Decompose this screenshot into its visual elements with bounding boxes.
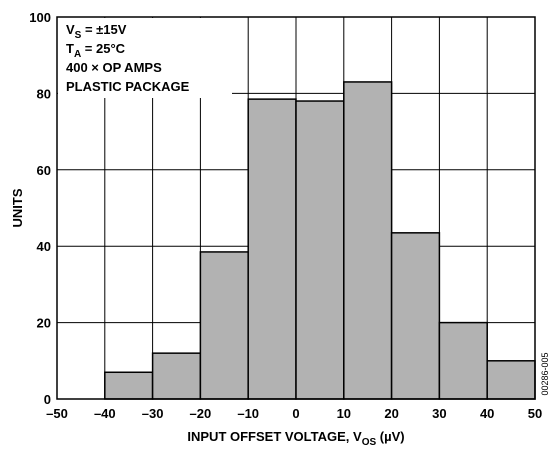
- x-tick-label: 30: [432, 406, 446, 421]
- histogram-bar: [199, 251, 249, 400]
- histogram-bar: [104, 371, 154, 400]
- annotation-box: [58, 18, 232, 98]
- x-tick-label: 20: [384, 406, 398, 421]
- x-tick-label: 40: [480, 406, 494, 421]
- x-tick-label: –10: [237, 406, 259, 421]
- x-axis-label-unit: (µV): [376, 429, 404, 444]
- x-tick-label: –20: [190, 406, 212, 421]
- y-tick-label: 40: [37, 239, 51, 254]
- histogram-bar: [151, 352, 202, 400]
- x-tick-label: 10: [337, 406, 351, 421]
- histogram-bar: [247, 98, 297, 400]
- annotation-line: VS = ±15V: [66, 22, 127, 41]
- x-tick-label: –40: [94, 406, 116, 421]
- histogram-bars: [104, 81, 536, 400]
- x-axis-label-main: INPUT OFFSET VOLTAGE, V: [187, 429, 362, 444]
- y-axis-label: UNITS: [10, 188, 25, 227]
- y-tick-label: 60: [37, 163, 51, 178]
- x-tick-label: 0: [292, 406, 299, 421]
- x-axis-tick-labels: –50 –40 –30 –20 –10 0 10 20 30 40 50: [46, 406, 542, 421]
- histogram-bar: [295, 100, 345, 400]
- histogram-bar: [390, 232, 441, 400]
- histogram-bar: [486, 360, 536, 400]
- x-tick-label: –30: [142, 406, 164, 421]
- plot-frame: [56, 16, 536, 400]
- x-tick-label: –50: [46, 406, 68, 421]
- y-tick-label: 80: [37, 86, 51, 101]
- y-tick-label: 0: [44, 392, 51, 407]
- y-axis-tick-labels: 0 20 40 60 80 100: [29, 10, 51, 407]
- annotation-line: PLASTIC PACKAGE: [66, 79, 190, 94]
- histogram-bar: [343, 81, 393, 400]
- y-tick-label: 20: [37, 316, 51, 331]
- x-tick-label: 50: [528, 406, 542, 421]
- x-axis-label-subscript: OS: [362, 437, 377, 448]
- annotation-line: TA = 25°C: [66, 41, 126, 60]
- figure-code: 00286-005: [540, 352, 550, 395]
- y-tick-label: 100: [29, 10, 51, 25]
- annotation-line: 400 × OP AMPS: [66, 60, 162, 75]
- histogram-bar: [438, 321, 488, 400]
- x-axis-label: INPUT OFFSET VOLTAGE, VOS (µV): [187, 429, 404, 448]
